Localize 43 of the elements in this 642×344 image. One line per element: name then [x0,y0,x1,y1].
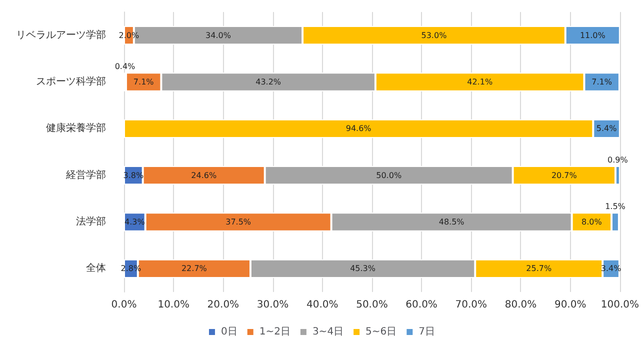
data-label: 0.4% [114,62,136,72]
x-tick-label: 80.0% [504,300,537,310]
data-label: 22.7% [181,264,208,274]
data-label: 11.0% [580,30,606,40]
y-tick-label: 法学部 [76,216,106,228]
x-tick-label: 50.0% [356,300,388,310]
x-tick-label: 30.0% [256,300,289,310]
data-label: 0.9% [608,156,628,164]
data-label: 7.1% [592,78,612,86]
data-label: 25.7% [526,264,552,274]
data-label: 48.5% [438,218,465,226]
data-label: 34.0% [206,30,232,40]
data-label: 7.1% [133,78,154,86]
data-label: 37.5% [226,218,252,226]
data-label: 24.6% [191,170,217,180]
x-tick-label: 70.0% [455,300,488,310]
x-tick-label: 40.0% [306,300,338,310]
legend-label: 0日 [220,326,238,338]
y-tick-label: 全体 [86,262,106,274]
x-tick-label: 100.0% [600,300,640,310]
data-label: 43.2% [256,78,282,86]
data-label: 42.1% [467,78,493,86]
y-tick-label: 健康栄養学部 [46,122,106,134]
data-label: 50.0% [376,170,402,180]
x-tick-label: 90.0% [554,300,586,310]
legend-label: 1~2日 [259,326,290,338]
y-tick-label: スポーツ科学部 [36,76,106,88]
legend-label: 7日 [418,326,436,338]
data-label: 94.6% [346,124,372,134]
x-tick-label: 0.0% [111,300,137,310]
data-label: 8.0% [582,218,602,226]
data-label: 1.5% [605,202,626,212]
y-tick-label: 経営学部 [65,168,106,181]
legend-label: 3~4日 [312,326,344,338]
data-label: 45.3% [350,264,376,274]
x-tick-label: 60.0% [406,300,438,310]
data-label: 20.7% [551,170,578,180]
legend-label: 5~6日 [366,326,397,338]
x-tick-label: 10.0% [158,300,190,310]
data-label: 5.4% [596,124,618,134]
data-label: 53.0% [421,30,448,40]
y-tick-label: リベラルアーツ学部 [16,28,106,41]
x-tick-label: 20.0% [207,300,240,310]
